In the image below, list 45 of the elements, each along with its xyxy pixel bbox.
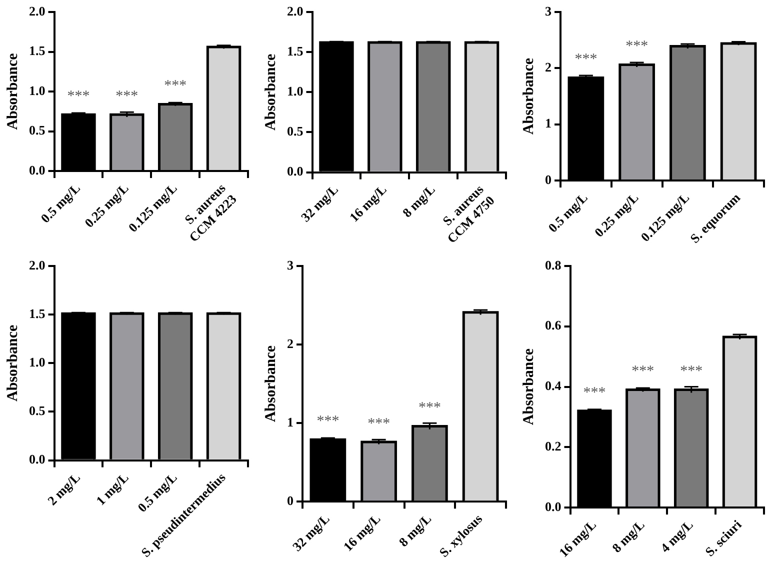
y-tick-label: 1.5 [29, 306, 46, 321]
y-tick-label: 0.2 [545, 438, 562, 454]
y-tick-label: 1 [545, 116, 552, 131]
annotation: *** [632, 364, 654, 380]
y-tick-label: 0.8 [545, 257, 562, 272]
y-tick-label: 0.0 [29, 452, 46, 467]
y-tick-label: 1.0 [29, 354, 46, 370]
y-axis-title: Absorbance [520, 348, 537, 426]
annotation: *** [583, 384, 606, 401]
y-tick-label: 2.0 [29, 3, 46, 18]
y-axis-title: Absorbance [4, 52, 21, 130]
y-tick-label: 2.0 [287, 3, 304, 18]
y-tick-label: 3 [287, 257, 294, 272]
annotation: *** [368, 416, 390, 432]
y-tick-label: 0 [545, 172, 552, 187]
annotation: *** [418, 400, 441, 416]
y-tick-label: 0.0 [287, 164, 304, 179]
y-axis-title: Absorbance [4, 324, 21, 402]
y-tick-label: 0.5 [287, 124, 304, 139]
y-tick-label: 2 [545, 60, 552, 75]
y-axis-title: Absorbance [262, 53, 279, 130]
annotation: *** [164, 78, 187, 94]
annotation: *** [316, 414, 340, 430]
y-tick-label: 0.0 [29, 162, 46, 178]
annotation: *** [574, 52, 598, 68]
y-axis-title: Absorbance [262, 345, 279, 422]
y-tick-label: 1.5 [29, 43, 46, 58]
y-tick-label: 0.5 [29, 122, 46, 138]
y-tick-label: 0.0 [545, 498, 562, 514]
y-tick-label: 1 [287, 414, 294, 430]
y-tick-label: 0 [287, 493, 294, 508]
annotation: *** [116, 88, 138, 105]
y-tick-label: 0.4 [545, 378, 562, 394]
annotation: *** [680, 364, 703, 380]
y-tick-label: 1.0 [29, 82, 46, 98]
annotation: *** [626, 38, 648, 55]
y-tick-label: 0.6 [545, 318, 562, 333]
y-axis-title: Absorbance [520, 58, 537, 135]
y-tick-label: 2 [287, 336, 294, 351]
y-tick-label: 3 [545, 3, 552, 18]
y-tick-label: 1.0 [287, 84, 304, 99]
y-tick-label: 0.5 [29, 403, 46, 418]
y-tick-label: 2.0 [29, 257, 46, 272]
y-tick-label: 1.5 [287, 43, 304, 58]
annotation: *** [67, 88, 90, 105]
